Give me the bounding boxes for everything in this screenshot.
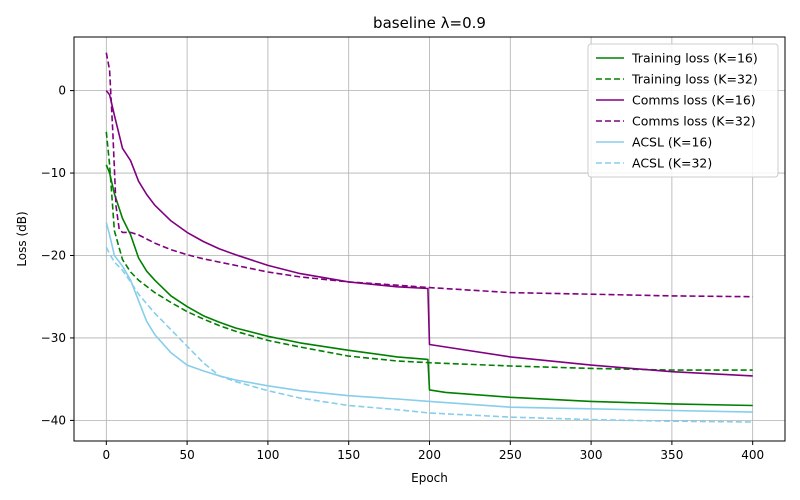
series-line-2 [105, 90, 753, 377]
plot-series [105, 52, 753, 423]
x-tick-label: 350 [660, 448, 683, 462]
axis-ticks: 0 50 100 150 200 250 300 350 400 0 −10 −20 −30 −40 [41, 84, 764, 462]
series-line-4 [105, 222, 753, 413]
legend: Training loss (K=16) Training loss (K=32)… [587, 43, 779, 178]
legend-entry-4: ACSL (K=16) [632, 135, 712, 150]
y-tick-label: −30 [41, 331, 66, 345]
y-tick-label: −10 [41, 166, 66, 180]
x-tick-label: 150 [337, 448, 360, 462]
legend-entry-2: Comms loss (K=16) [632, 93, 756, 108]
y-tick-label: −40 [41, 413, 66, 427]
y-tick-label: −20 [41, 248, 66, 262]
series-line-3 [105, 52, 753, 298]
x-tick-label: 0 [102, 448, 110, 462]
x-tick-label: 100 [256, 448, 279, 462]
legend-entry-3: Comms loss (K=32) [632, 114, 756, 129]
x-axis-label: Epoch [411, 471, 448, 485]
legend-box [587, 43, 779, 178]
chart-title: baseline λ=0.9 [373, 14, 486, 32]
series-line-1 [105, 131, 753, 371]
series-line-5 [105, 246, 753, 423]
x-tick-label: 200 [418, 448, 441, 462]
legend-entry-1: Training loss (K=32) [631, 72, 758, 87]
legend-entry-0: Training loss (K=16) [631, 51, 758, 66]
y-tick-label: 0 [58, 84, 66, 98]
x-tick-label: 50 [179, 448, 194, 462]
x-tick-label: 300 [580, 448, 603, 462]
series-line-0 [105, 164, 753, 407]
y-axis-label: Loss (dB) [15, 211, 29, 266]
legend-entry-5: ACSL (K=32) [632, 156, 712, 171]
x-tick-label: 400 [741, 448, 764, 462]
x-tick-label: 250 [499, 448, 522, 462]
